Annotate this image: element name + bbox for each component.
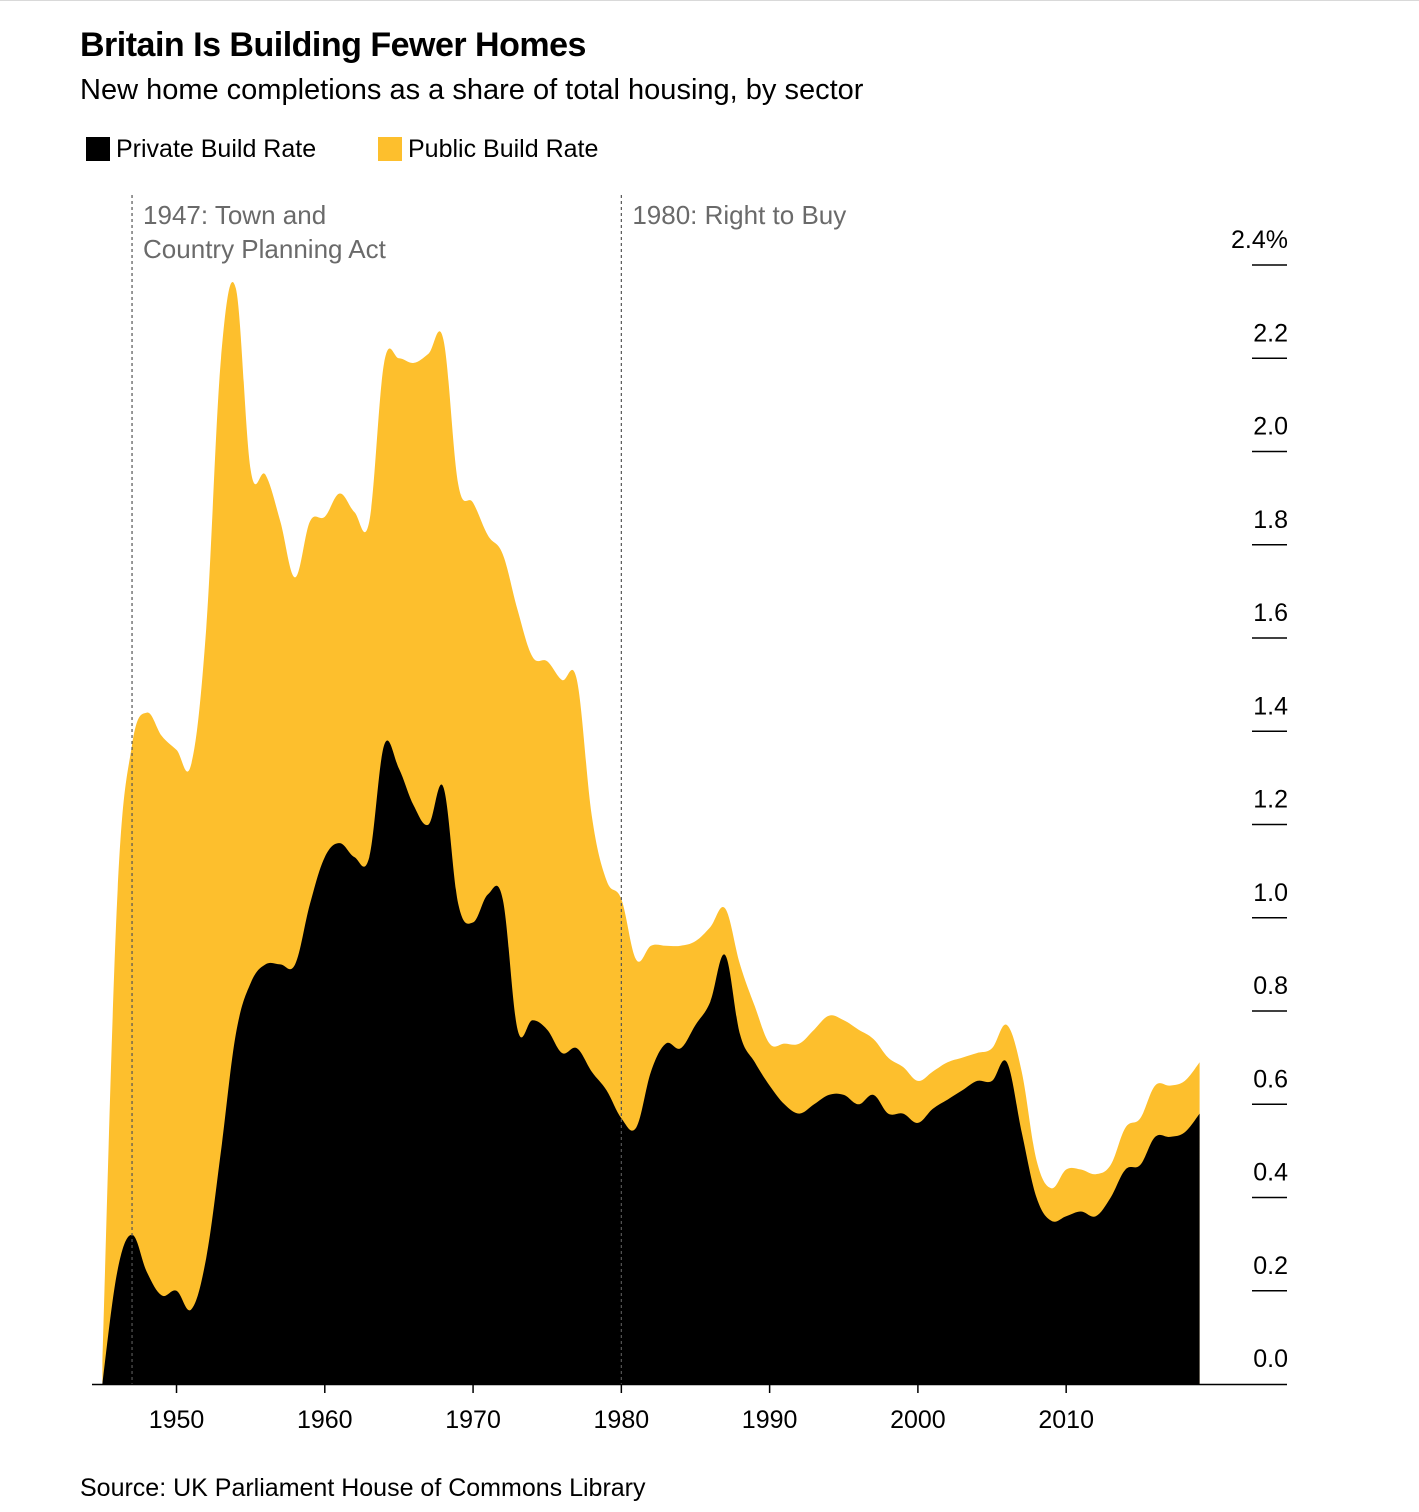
y-tick-label-12: 2.4% xyxy=(1231,226,1288,254)
legend-item-private: Private Build Rate xyxy=(86,134,316,164)
annotation-text-1947-1: Country Planning Act xyxy=(143,234,387,264)
x-tick-label-2010: 2010 xyxy=(1038,1406,1094,1434)
y-tick-label-7: 1.4 xyxy=(1253,692,1288,720)
y-tick-label-8: 1.6 xyxy=(1253,599,1288,627)
y-tick-label-5: 1.0 xyxy=(1253,879,1288,907)
x-tick-label-1990: 1990 xyxy=(742,1406,798,1434)
y-tick-label-6: 1.2 xyxy=(1253,786,1288,814)
x-tick-label-2000: 2000 xyxy=(890,1406,946,1434)
legend-label-private: Private Build Rate xyxy=(116,135,317,163)
chart-title: Britain Is Building Fewer Homes xyxy=(80,26,586,64)
chart-subtitle: New home completions as a share of total… xyxy=(80,74,864,106)
annotation-layer: 1947: Town and Country Planning Act 1980: … xyxy=(131,195,846,1384)
series-private-build-rate xyxy=(102,740,1200,1384)
annotation-text-1980-0: 1980: Right to Buy xyxy=(632,200,846,230)
y-tick-label-0: 0.0 xyxy=(1253,1345,1288,1373)
legend-item-public: Public Build Rate xyxy=(378,134,598,164)
x-tick-label-1960: 1960 xyxy=(297,1406,353,1434)
y-tick-label-4: 0.8 xyxy=(1253,972,1288,1000)
y-tick-label-3: 0.6 xyxy=(1253,1065,1288,1093)
x-axis: 1950 1960 1970 1980 1990 2000 2010 xyxy=(92,1383,1287,1434)
y-tick-label-2: 0.4 xyxy=(1253,1159,1288,1187)
legend-swatch-private xyxy=(86,137,110,161)
area-layer xyxy=(102,281,1200,1384)
y-axis: 0.0 0.2 0.4 0.6 0.8 1.0 1.2 1.4 1.6 1.8 2.0 2.2 2.4% xyxy=(1231,226,1288,1373)
x-tick-label-1970: 1970 xyxy=(445,1406,501,1434)
top-rule xyxy=(0,0,1419,1)
legend-swatch-public xyxy=(378,137,402,161)
x-tick-label-1950: 1950 xyxy=(149,1406,205,1434)
y-tick-label-1: 0.2 xyxy=(1253,1252,1288,1280)
annotation-text-1947-0: 1947: Town and xyxy=(143,200,326,230)
y-tick-label-10: 2.0 xyxy=(1253,413,1288,441)
y-tick-label-9: 1.8 xyxy=(1253,506,1288,534)
y-tick-label-11: 2.2 xyxy=(1253,319,1288,347)
legend-label-public: Public Build Rate xyxy=(408,135,599,163)
x-tick-label-1980: 1980 xyxy=(594,1406,650,1434)
source-note: Source: UK Parliament House of Commons L… xyxy=(80,1474,646,1502)
